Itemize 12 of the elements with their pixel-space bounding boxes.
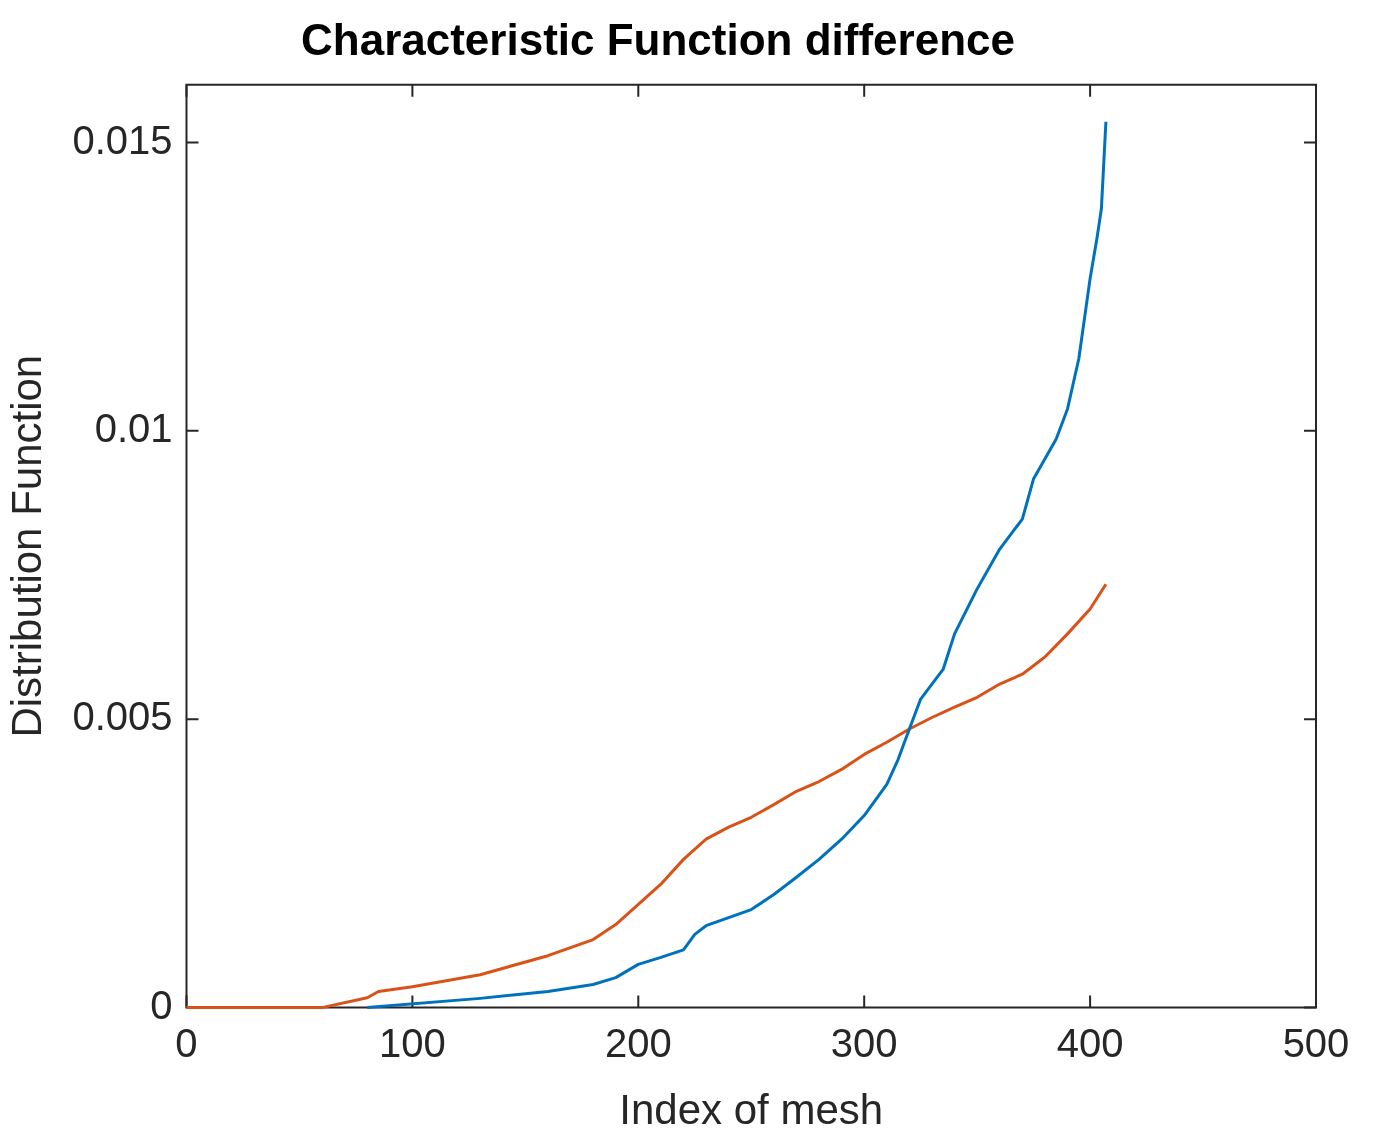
y-tick-label: 0.015	[72, 117, 173, 162]
y-tick-label: 0	[150, 982, 173, 1027]
chart-title: Characteristic Function difference	[301, 14, 1015, 64]
y-tick-label: 0.005	[72, 694, 173, 739]
y-tick-label: 0.01	[94, 405, 173, 450]
x-tick-label: 100	[379, 1020, 446, 1065]
x-tick-label: 200	[604, 1020, 672, 1065]
x-tick-label: 400	[1056, 1020, 1124, 1065]
x-tick-label: 300	[830, 1020, 898, 1065]
x-tick-label: 500	[1282, 1020, 1350, 1065]
y-axis-title: Distribution Function	[2, 354, 50, 738]
x-axis-title: Index of mesh	[619, 1086, 884, 1134]
